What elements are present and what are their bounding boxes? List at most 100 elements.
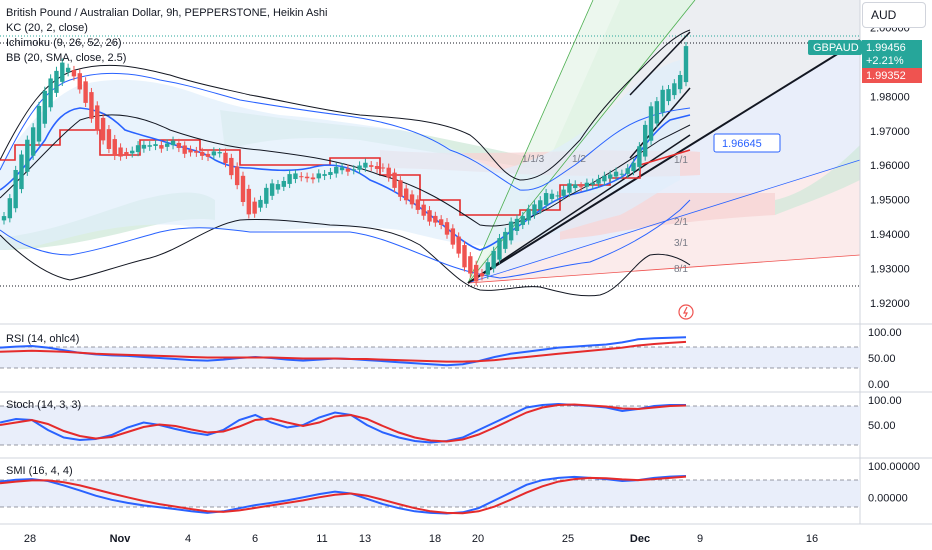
price-axis[interactable]: 2.000001.990001.980001.970001.960001.950… [868, 23, 920, 505]
candle-body [304, 176, 310, 179]
oscillator-lines [0, 336, 687, 515]
candle-body [398, 180, 403, 197]
symbol-label: GBPAUD [813, 42, 859, 54]
candle-body [339, 167, 345, 171]
time-tick-7: 20 [472, 533, 484, 545]
candle-body [13, 169, 18, 209]
osc-tick-3-1: 0.00000 [868, 492, 908, 504]
candle-body [584, 182, 590, 187]
candle-body [409, 194, 415, 205]
candle-body [555, 195, 560, 197]
candle-body [683, 46, 689, 83]
candle-body [549, 193, 555, 199]
rsi-legend[interactable]: RSI (14, ohlc4) [6, 333, 80, 345]
candle-body [468, 256, 473, 274]
candle-body [485, 262, 491, 275]
candle-body [596, 178, 601, 184]
candle-body [479, 273, 485, 277]
candle-body [124, 152, 129, 155]
candle-body [526, 208, 531, 221]
candle-body [473, 264, 479, 282]
drawing-price-label: 1.96645 [722, 138, 762, 150]
legend-bb[interactable]: BB (20, SMA, close, 2.5) [6, 52, 127, 64]
candle-body [514, 218, 520, 231]
time-tick-4: 11 [316, 533, 327, 545]
candle-body [252, 201, 257, 214]
candle-body [147, 145, 152, 147]
smi-legend[interactable]: SMI (16, 4, 4) [6, 465, 73, 477]
bb-lower [0, 218, 691, 297]
candle-body [380, 167, 386, 169]
fan-label-5: 3/1 [674, 238, 688, 249]
candle-body [328, 172, 333, 176]
candle-body [281, 180, 286, 187]
candle-body [42, 90, 48, 124]
candle-body [450, 228, 456, 245]
time-tick-8: 25 [562, 533, 574, 545]
stoch-legend[interactable]: Stoch (14, 3, 3) [6, 399, 82, 411]
time-axis[interactable]: 28 Nov 4 6 11 13 18 20 25 Dec 9 16 [24, 533, 818, 545]
candle-body [194, 151, 199, 153]
candle-body [438, 219, 444, 226]
candle-body [65, 67, 71, 73]
candle-body [444, 222, 450, 235]
candle-body [491, 250, 496, 269]
candle-body [642, 124, 648, 157]
candle-body [112, 139, 117, 156]
candle-body [404, 188, 409, 201]
bb-upper [0, 29, 691, 181]
candle-body [602, 175, 607, 182]
legend-kc[interactable]: KC (20, 2, close) [6, 22, 88, 34]
chart-title[interactable]: British Pound / Australian Dollar, 9h, P… [6, 7, 328, 19]
candle-body [48, 78, 53, 108]
candle-body [567, 183, 572, 193]
legend-ichimoku[interactable]: Ichimoku (9, 26, 52, 26) [6, 37, 122, 49]
time-tick-1: Nov [110, 533, 132, 545]
candle-body [508, 221, 514, 241]
osc-series-1-1 [0, 340, 687, 363]
fan-labels: 1/1/3 1/2 1/1 2/1 3/1 8/1 [522, 154, 688, 275]
candle-body [456, 236, 461, 254]
candle-body [159, 145, 164, 149]
candle-body [363, 162, 368, 168]
time-tick-0: 28 [24, 533, 36, 545]
candle-body [100, 117, 106, 141]
candle-body [462, 245, 467, 268]
candle-body [532, 204, 537, 215]
candle-body [223, 152, 228, 164]
osc-tick-2-0: 100.00 [868, 395, 902, 407]
candle-body [229, 157, 234, 176]
drawing-price-tag[interactable]: 1.96645 [713, 133, 781, 153]
candle-body [83, 81, 88, 103]
candle-body [106, 129, 112, 149]
gann-fan-lines [467, 0, 861, 284]
fan-label-4: 2/1 [674, 217, 688, 228]
price-tick-5: 1.95000 [870, 195, 910, 207]
currency-button[interactable]: AUD [862, 2, 926, 28]
osc-tick-3-0: 100.00000 [868, 461, 920, 473]
candle-body [543, 193, 549, 205]
candle-body [199, 151, 205, 156]
price-tick-8: 1.92000 [870, 298, 910, 310]
candle-body [503, 231, 508, 249]
candle-body [19, 154, 24, 190]
candle-body [269, 183, 275, 196]
candle-body [677, 75, 683, 90]
candle-body [1, 216, 7, 221]
event-marker-icon[interactable] [678, 304, 694, 320]
price-tick-2: 1.98000 [870, 91, 910, 103]
candle-body [369, 165, 374, 167]
candle-body [322, 174, 327, 176]
fan-line-5 [467, 254, 861, 284]
candle-body [130, 150, 135, 154]
candle-body [345, 168, 351, 172]
time-tick-3: 6 [252, 533, 258, 545]
candle-body [95, 105, 100, 131]
candle-body [165, 143, 170, 147]
osc-series-2-1 [0, 403, 687, 443]
candle-body [497, 238, 502, 260]
time-tick-6: 18 [429, 533, 441, 545]
candle-body [240, 175, 246, 202]
candle-body [374, 166, 380, 169]
